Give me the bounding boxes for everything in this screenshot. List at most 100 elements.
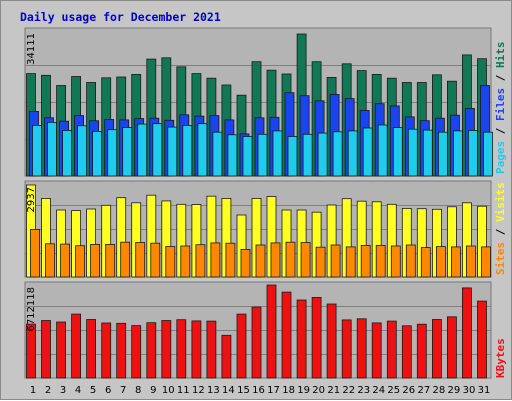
- side-label-visits: Visits: [494, 182, 507, 222]
- sites-bar: [450, 246, 461, 278]
- sites-bar: [120, 241, 131, 278]
- side-label-files: Files: [494, 88, 507, 121]
- sites-bar: [60, 243, 70, 278]
- kbytes-bar: [131, 325, 142, 379]
- kbytes-bar: [446, 316, 457, 379]
- sites-bar: [225, 242, 236, 278]
- kbytes-bar: [296, 299, 307, 379]
- day-label: 11: [177, 385, 190, 396]
- pages-bar: [272, 130, 283, 177]
- day-label: 8: [135, 385, 141, 396]
- day-label: 5: [90, 385, 96, 396]
- kbytes-bar: [251, 306, 262, 379]
- day-label: 28: [433, 385, 446, 396]
- day-label: 6: [105, 385, 111, 396]
- visits-side-label: Sites / Visits: [494, 182, 507, 275]
- pages-bar: [302, 133, 313, 177]
- side-label-pages: Pages: [494, 141, 507, 174]
- pages-bar: [62, 130, 72, 177]
- hits-side-label: Pages / Files / Hits: [494, 42, 507, 175]
- pages-bar: [152, 123, 163, 177]
- day-label: 1: [30, 385, 36, 396]
- day-label: 29: [448, 385, 461, 396]
- chart-title: Daily usage for December 2021: [20, 10, 221, 24]
- day-label: 7: [120, 385, 126, 396]
- pages-bar: [437, 131, 448, 177]
- day-label: 14: [222, 385, 235, 396]
- day-label: 19: [297, 385, 310, 396]
- sites-bar: [195, 244, 206, 278]
- kbytes-bar: [206, 320, 217, 379]
- sites-bar: [315, 246, 326, 278]
- sites-bar: [165, 246, 176, 278]
- day-label: 30: [463, 385, 476, 396]
- day-label: 4: [75, 385, 81, 396]
- day-label: 10: [162, 385, 175, 396]
- kbytes-bar: [56, 321, 66, 379]
- kbytes-bar: [266, 284, 277, 379]
- kbytes-bar: [461, 287, 472, 379]
- side-label-separator: /: [494, 222, 507, 242]
- sites-bar: [135, 242, 146, 278]
- kbytes-bar: [356, 318, 367, 379]
- side-label-hits: Hits: [494, 42, 507, 69]
- day-label: 9: [150, 385, 156, 396]
- sites-bar: [390, 245, 401, 278]
- kbytes-bar: [41, 320, 51, 379]
- kbytes-bar: [101, 322, 112, 379]
- pages-bar: [212, 131, 223, 177]
- sites-bar: [300, 242, 311, 278]
- day-label: 12: [192, 385, 205, 396]
- day-label: 18: [282, 385, 295, 396]
- sites-bar: [360, 244, 371, 278]
- kbytes-bar: [431, 319, 442, 379]
- kbytes-bar: [416, 323, 427, 379]
- side-label-kbytes: KBytes: [494, 338, 507, 378]
- kbytes-bar: [386, 320, 397, 379]
- sites-bar: [210, 242, 221, 278]
- bars: [26, 33, 493, 379]
- sites-bar: [150, 242, 161, 278]
- pages-bar: [317, 132, 328, 177]
- sites-bar: [255, 244, 266, 278]
- sites-bar: [180, 245, 191, 278]
- day-label: 13: [207, 385, 220, 396]
- hits-axis-max-label: 34111: [26, 33, 37, 65]
- sites-bar: [465, 245, 476, 278]
- kbytes-bar: [176, 319, 187, 379]
- day-label: 16: [252, 385, 265, 396]
- pages-bar: [242, 136, 253, 177]
- pages-bar: [287, 136, 298, 177]
- kbytes-bar: [371, 322, 382, 379]
- kbytes-bar: [71, 313, 81, 379]
- day-label: 26: [402, 385, 415, 396]
- kbytes-bar: [236, 313, 247, 379]
- pages-bar: [377, 124, 388, 177]
- day-label: 25: [387, 385, 400, 396]
- side-label-separator: /: [494, 68, 507, 88]
- pages-bar: [197, 123, 208, 177]
- sites-bar: [481, 246, 491, 278]
- pages-bar: [362, 127, 373, 177]
- day-label: 23: [357, 385, 370, 396]
- day-label: 3: [60, 385, 66, 396]
- pages-bar: [137, 123, 148, 177]
- sites-bar: [345, 246, 356, 278]
- day-label: 17: [267, 385, 280, 396]
- sites-bar: [420, 247, 431, 278]
- pages-bar: [77, 125, 87, 177]
- pages-bar: [257, 133, 268, 177]
- sites-bar: [30, 228, 40, 278]
- kbytes-bar: [311, 296, 322, 379]
- day-label: 2: [45, 385, 51, 396]
- day-label: 27: [418, 385, 431, 396]
- pages-bar: [182, 125, 193, 177]
- sites-bar: [240, 248, 251, 278]
- day-label: 21: [327, 385, 340, 396]
- sites-bar: [105, 243, 116, 278]
- sites-bar: [435, 246, 446, 278]
- pages-bar: [122, 127, 133, 177]
- kbytes-bar: [326, 303, 337, 379]
